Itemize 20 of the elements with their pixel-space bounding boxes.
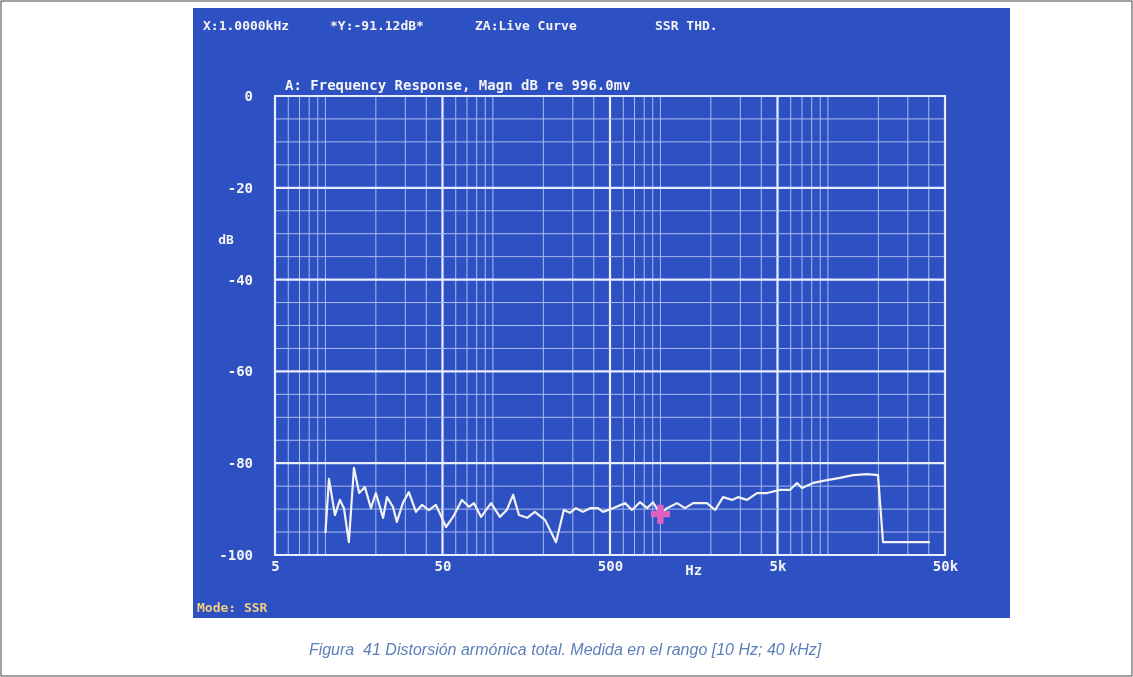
chart-title: A: Frequency Response, Magn dB re 996.0mv: [285, 77, 631, 93]
y-tick-label: -60: [227, 363, 253, 380]
text: Mode: SSR: [197, 600, 268, 615]
y-tick-label: -80: [227, 455, 253, 472]
y-tick-label: -20: [227, 179, 253, 196]
text: ZA:Live Curve: [475, 18, 577, 33]
x-tick-label: 500: [597, 557, 624, 574]
y-tick-label: -40: [227, 271, 253, 288]
x-tick-label: 5k: [769, 557, 787, 574]
x-tick-label: 5: [271, 557, 280, 574]
y-tick-label: -100: [219, 546, 253, 563]
x-tick-label: 50k: [932, 557, 959, 574]
x-axis-title: Hz: [685, 562, 703, 578]
y-axis-title: dB: [218, 232, 234, 247]
text: X:1.0000kHz: [203, 18, 290, 33]
y-tick-label: 0: [244, 87, 253, 104]
text: Figura 41 Distorsión armónica total. Medida en el rango [10 Hz; 40 kHz]: [308, 641, 822, 658]
x-tick-label: 50: [434, 557, 452, 574]
text: SSR THD.: [655, 18, 718, 33]
text: *Y:-91.12dB*: [330, 18, 425, 33]
